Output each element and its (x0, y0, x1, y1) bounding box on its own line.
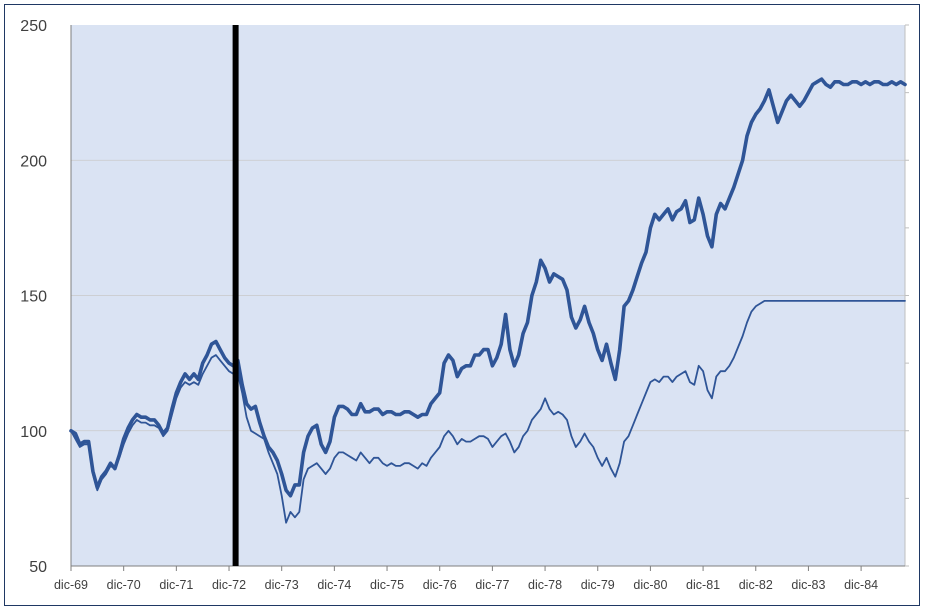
gridlines (71, 159, 905, 432)
x-tick-label: dic-84 (844, 578, 878, 592)
x-tick-label: dic-76 (423, 578, 457, 592)
series-line-thick (69, 77, 907, 498)
x-axis: dic-69 dic-70 dic-71 dic-72 dic-73 dic-74 dic-… (54, 565, 905, 592)
x-tick-label: dic-71 (159, 578, 193, 592)
y-tick-label: 100 (20, 424, 47, 441)
x-tick-label: dic-82 (739, 578, 773, 592)
x-tick-label: dic-70 (107, 578, 141, 592)
x-tick-label: dic-72 (212, 578, 246, 592)
x-tick-label: dic-77 (475, 578, 509, 592)
x-tick-label: dic-78 (528, 578, 562, 592)
x-tick-label: dic-80 (633, 578, 667, 592)
x-tick-label: dic-73 (265, 578, 299, 592)
x-tick-label: dic-69 (54, 578, 88, 592)
y-tick-label: 50 (29, 559, 47, 576)
x-tick-label: dic-81 (686, 578, 720, 592)
y-tick-label: 150 (20, 289, 47, 306)
x-tick-label: dic-79 (581, 578, 615, 592)
x-tick-label: dic-74 (317, 578, 351, 592)
y-axis: 50 100 150 200 250 (20, 18, 909, 576)
x-tick-label: dic-83 (791, 578, 825, 592)
series-line-thin (70, 300, 906, 524)
y-tick-label: 200 (20, 153, 47, 170)
series-group (69, 77, 907, 524)
y-tick-label: 250 (20, 18, 47, 35)
x-tick-label: dic-75 (370, 578, 404, 592)
